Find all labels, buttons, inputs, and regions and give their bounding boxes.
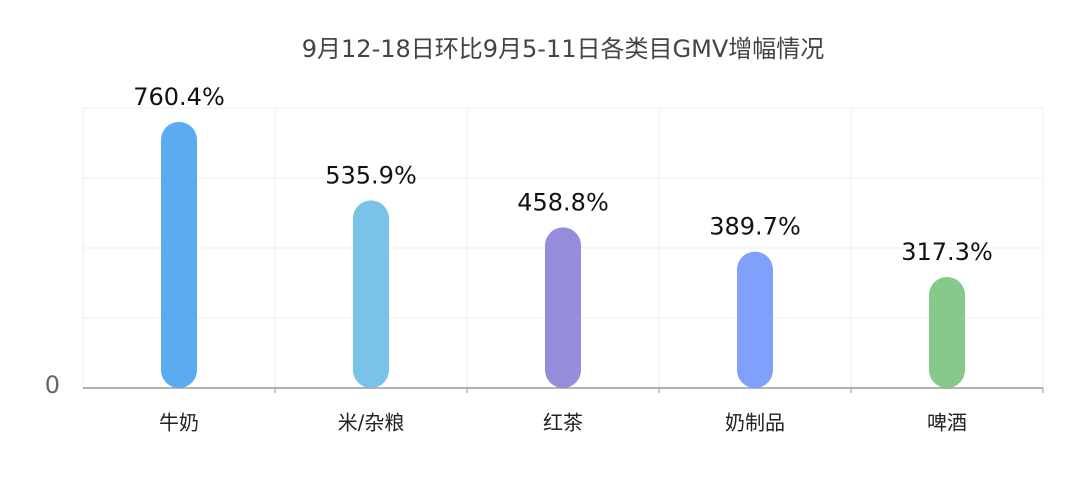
x-tick-label: 牛奶 [159, 411, 199, 435]
value-label: 760.4% [133, 83, 225, 111]
chart-title: 9月12-18日环比9月5-11日各类目GMV增幅情况 [302, 35, 824, 63]
bar [353, 200, 389, 388]
x-tick-label: 啤酒 [927, 411, 967, 435]
y-tick-label: 0 [45, 371, 60, 399]
x-tick-label: 奶制品 [725, 411, 785, 435]
value-label: 458.8% [517, 188, 609, 216]
x-tick-label: 红茶 [543, 411, 583, 435]
value-label: 535.9% [325, 161, 417, 189]
value-label: 317.3% [901, 238, 993, 266]
bar [737, 251, 773, 388]
bar [929, 276, 965, 388]
bar [161, 121, 197, 389]
value-label: 389.7% [709, 213, 801, 241]
bar [545, 227, 581, 388]
x-tick-label: 米/杂粮 [338, 411, 405, 435]
